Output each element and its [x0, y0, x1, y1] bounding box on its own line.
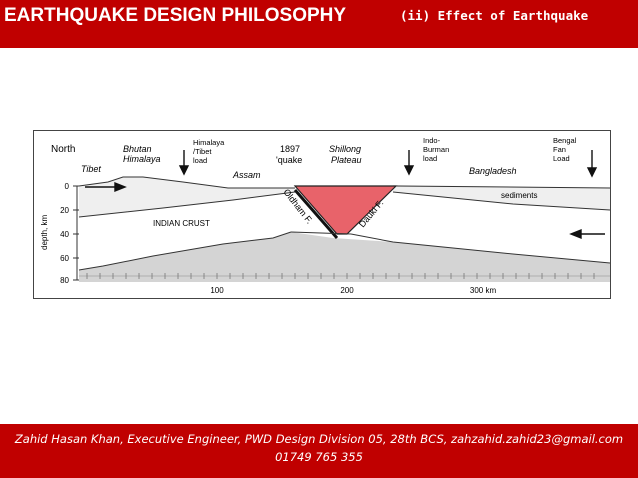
- mantle-region: [79, 232, 610, 282]
- motion-arrows: [85, 181, 605, 240]
- crust-top-line-right: [392, 191, 611, 211]
- crust-base-link: [290, 231, 352, 235]
- depth-axis-label: depth, km: [40, 215, 49, 250]
- crust-base-line-right: [350, 233, 611, 264]
- depth-label-20: 20: [60, 206, 69, 215]
- bengal-fan-label-2: Fan: [553, 145, 566, 154]
- cross-section-figure: 0 20 40 60 80 depth, km 100 200 300 km N…: [33, 130, 611, 300]
- bhutan-label: Bhutan: [123, 144, 152, 154]
- assam-label: Assam: [232, 170, 261, 180]
- oldham-fault-line: [293, 189, 339, 239]
- indo-burman-load-arrow-icon: [403, 165, 415, 176]
- quake-label: 'quake: [276, 155, 302, 165]
- distance-minor-ticks: [86, 273, 595, 279]
- title-bar: EARTHQUAKE DESIGN PHILOSOPHY (ii) Effect…: [0, 0, 638, 48]
- crust-top-line-left: [78, 191, 296, 218]
- himalaya-load-label-1: Himalaya: [193, 138, 225, 147]
- himalaya-load-arrow-icon: [178, 165, 190, 176]
- author-phone: 01749 765 355: [275, 450, 363, 464]
- surface-line-right: [395, 185, 611, 189]
- upper-layer-right: [393, 185, 610, 210]
- sediments-label: sediments: [501, 191, 537, 200]
- depth-label-60: 60: [60, 254, 69, 263]
- depth-label-0: 0: [65, 182, 70, 191]
- depth-ticks: [73, 185, 79, 281]
- tibet-label: Tibet: [81, 164, 101, 174]
- north-label: North: [51, 144, 75, 155]
- left-arrow-icon: [569, 228, 582, 240]
- himalaya-load-label-2: /Tibet: [193, 147, 212, 156]
- indian-crust-label: INDIAN CRUST: [153, 219, 210, 228]
- distance-label-300: 300 km: [470, 286, 497, 295]
- slide-subtitle: (ii) Effect of Earthquake: [400, 8, 589, 23]
- bengal-fan-label-1: Bengal: [553, 136, 577, 145]
- indo-burman-label-2: Burman: [423, 145, 449, 154]
- depth-label-40: 40: [60, 230, 69, 239]
- surface-line-left: [78, 176, 295, 189]
- indo-burman-label-1: Indo-: [423, 136, 441, 145]
- crust-base-line-left: [78, 231, 292, 271]
- distance-label-100: 100: [210, 286, 224, 295]
- upper-layer-left: [79, 177, 295, 217]
- right-arrow-icon: [114, 181, 127, 193]
- bengal-load-arrow-icon: [586, 167, 598, 178]
- footer-bar: Zahid Hasan Khan, Executive Engineer, PW…: [0, 424, 638, 478]
- author-credit: Zahid Hasan Khan, Executive Engineer, PW…: [14, 432, 624, 446]
- shillong-label-2: Plateau: [331, 155, 362, 165]
- quake-year-label: 1897: [280, 144, 300, 154]
- depth-label-80: 80: [60, 276, 69, 285]
- himalaya-load-label-3: load: [193, 156, 207, 165]
- bengal-fan-label-3: Load: [553, 154, 570, 163]
- slide-title: EARTHQUAKE DESIGN PHILOSOPHY: [4, 5, 347, 26]
- bangladesh-label: Bangladesh: [469, 166, 517, 176]
- bhutan-himalaya-label: Himalaya: [123, 154, 161, 164]
- indo-burman-label-3: load: [423, 154, 437, 163]
- load-arrows: [178, 150, 598, 178]
- tectonic-cross-section: 0 20 40 60 80 depth, km 100 200 300 km N…: [33, 130, 611, 299]
- distance-label-200: 200: [340, 286, 354, 295]
- shillong-label-1: Shillong: [329, 144, 361, 154]
